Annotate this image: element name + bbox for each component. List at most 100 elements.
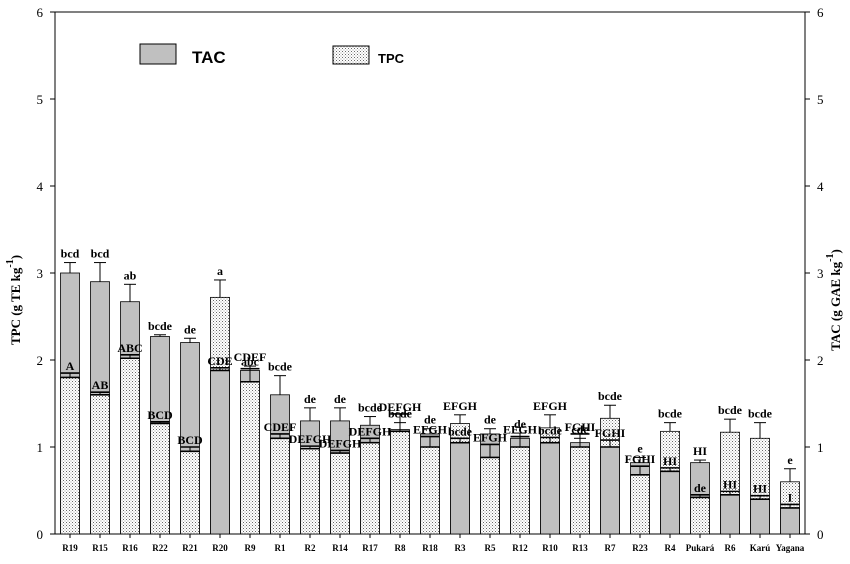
- right-y-tick-label: 4: [817, 179, 824, 194]
- bar-tac: [450, 442, 470, 535]
- bar-tpc: [90, 394, 110, 535]
- x-tick-label: R5: [485, 543, 496, 553]
- significance-label: bcde: [448, 424, 473, 438]
- x-tick-label: R15: [92, 543, 108, 553]
- bar-tpc: [240, 381, 260, 535]
- significance-label: HI: [693, 444, 707, 458]
- left-y-tick-label: 5: [37, 92, 44, 107]
- bar-group: bcde CDEF: [264, 360, 297, 535]
- significance-label: DEFGH: [289, 432, 332, 446]
- right-y-axis-title: TAC (g GAE kg-1): [825, 249, 843, 351]
- x-tick-label: R14: [332, 543, 348, 553]
- bar-group: bcde HI: [658, 407, 683, 535]
- bar-tpc: [420, 446, 440, 535]
- x-tick-label: R19: [62, 543, 78, 553]
- bar-group: bcde HI: [718, 403, 743, 535]
- x-tick-label: R7: [605, 543, 616, 553]
- significance-label: I: [788, 490, 793, 504]
- bar-group: de BCD: [177, 322, 203, 535]
- bar-tpc: [570, 446, 590, 535]
- significance-label: bcde: [358, 401, 383, 415]
- bar-group: a CDE: [207, 264, 233, 535]
- bar-group: bcde BCD: [147, 319, 173, 535]
- bar-tpc: [690, 497, 710, 535]
- bar-tac: [660, 470, 680, 535]
- legend: TAC TPC: [139, 43, 405, 67]
- x-tick-label: R21: [182, 543, 198, 553]
- legend-swatch-tpc: [332, 45, 370, 65]
- significance-label: e: [787, 453, 793, 467]
- x-tick-label: R23: [632, 543, 648, 553]
- bar-group: bcd A: [60, 247, 80, 535]
- bar-tpc: [300, 448, 320, 535]
- x-tick-label: R20: [212, 543, 228, 553]
- x-tick-label: R2: [305, 543, 316, 553]
- significance-label: EFGH: [413, 423, 448, 437]
- left-y-tick-label: 2: [37, 353, 44, 368]
- significance-label: DEFGH: [349, 424, 392, 438]
- significance-label: FGHI: [595, 426, 626, 440]
- bar-group: bcde DEFGH: [349, 401, 392, 535]
- bar-group: EFGH bcde: [533, 399, 568, 535]
- x-tick-label: R18: [422, 543, 438, 553]
- significance-label: HI: [663, 454, 677, 468]
- x-tick-label: R3: [455, 543, 466, 553]
- significance-label: bcde: [718, 403, 743, 417]
- bar-tac: [780, 507, 800, 535]
- left-y-tick-label: 0: [37, 527, 44, 542]
- bar-group: eI: [780, 453, 800, 535]
- bar-tac: [750, 498, 770, 535]
- bar-tpc: [330, 452, 350, 535]
- significance-label: EFGH: [503, 423, 538, 437]
- significance-label: FGHI: [625, 452, 656, 466]
- x-tick-label: R8: [395, 543, 406, 553]
- legend-label-tpc: TPC: [378, 51, 405, 66]
- significance-label: bcde: [388, 407, 413, 421]
- significance-label: A: [66, 359, 75, 373]
- right-y-tick-label: 0: [817, 527, 824, 542]
- bar-group: de EFGH: [473, 413, 508, 535]
- right-y-tick-label: 2: [817, 353, 824, 368]
- significance-label: bcde: [148, 319, 173, 333]
- left-y-axis: 0 1 2 3 4 5 6: [37, 5, 55, 542]
- bar-group: de DEFGH: [289, 392, 332, 535]
- right-y-tick-label: 3: [817, 266, 824, 281]
- bar-tpc: [150, 423, 170, 535]
- significance-label: bcde: [598, 389, 623, 403]
- bar-tpc: [480, 457, 500, 535]
- x-tick-label: Karú: [750, 543, 771, 553]
- left-y-tick-label: 4: [37, 179, 44, 194]
- bar-tpc: [120, 357, 140, 535]
- bar-group: HI de: [690, 444, 710, 535]
- significance-label: FGHI: [565, 420, 596, 434]
- significance-label: de: [484, 413, 497, 427]
- significance-label: a: [217, 264, 223, 278]
- bar-tac: [600, 446, 620, 535]
- significance-label: CDEF: [264, 420, 297, 434]
- significance-label: de: [334, 392, 347, 406]
- legend-label-tac: TAC: [192, 48, 226, 67]
- bar-group: bcd AB: [90, 247, 110, 535]
- significance-label: BCD: [177, 433, 203, 447]
- significance-label: AB: [92, 378, 109, 392]
- x-axis-categories: R19 R15 R16 R22 R21 R20 R9 R1 R2 R14 R17 R8 R18 R3 R5 R…: [62, 534, 805, 553]
- significance-label: de: [184, 322, 197, 336]
- significance-label: bcd: [61, 247, 80, 261]
- significance-label: de: [304, 392, 317, 406]
- x-tick-label: R1: [275, 543, 286, 553]
- right-y-tick-label: 6: [817, 5, 824, 20]
- x-tick-label: R4: [665, 543, 676, 553]
- bar-group: bcde HI: [748, 407, 773, 535]
- bar-group: de DEFGH: [319, 392, 362, 535]
- significance-label: bcde: [538, 423, 563, 437]
- significance-label: EFGH: [473, 430, 508, 444]
- bar-tpc: [630, 474, 650, 535]
- left-y-axis-title: TPC (g TE kg-1): [5, 255, 23, 345]
- significance-label: bcde: [748, 407, 773, 421]
- bar-tac: [720, 494, 740, 535]
